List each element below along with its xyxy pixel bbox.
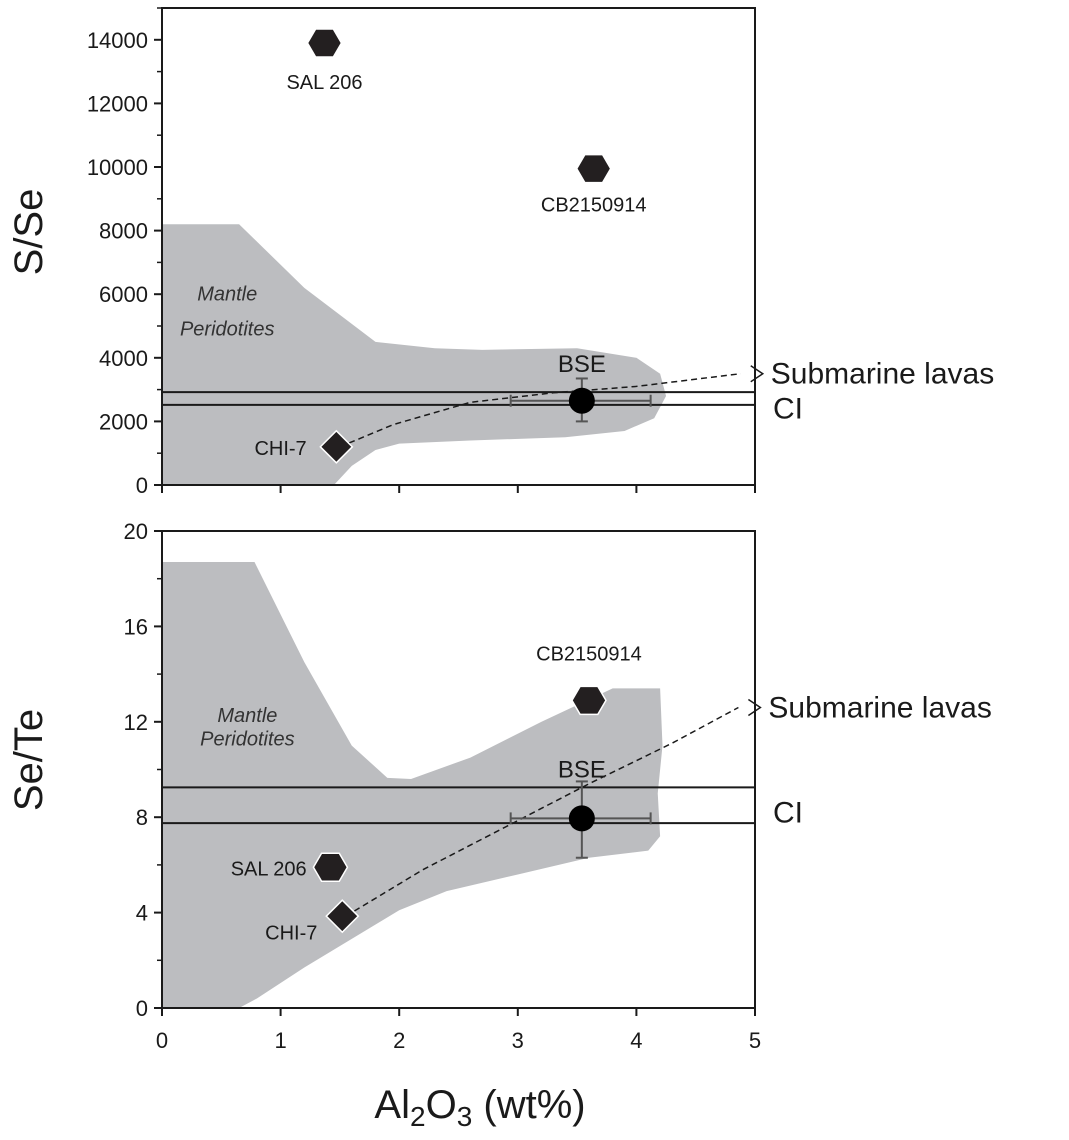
- y-tick-label-bottom: 12: [124, 710, 148, 735]
- x-tick-label-bottom: 2: [393, 1028, 405, 1053]
- plot-frame-top: [161, 7, 756, 486]
- y-tick-label-bottom: 4: [136, 901, 148, 926]
- y-tick-label-bottom: 20: [124, 519, 148, 544]
- region-label-top: Peridotites: [180, 319, 275, 341]
- x-tick-label-bottom: 5: [749, 1028, 761, 1053]
- x-axis-title: Al2O3 (wt%): [374, 1083, 585, 1132]
- point-label-bse-top: BSE: [558, 351, 606, 378]
- y-tick-label-bottom: 8: [136, 805, 148, 830]
- point-chi-7-top: [319, 429, 354, 464]
- y-axis-title-s-se: S/Se: [7, 189, 51, 276]
- point-cb2150914-top: [575, 153, 612, 184]
- y-tick-label-bottom: 16: [124, 614, 148, 639]
- point-label-bse-bottom: BSE: [558, 757, 606, 784]
- region-label-top: Mantle: [197, 284, 257, 306]
- trend-arrow-icon-top: [750, 365, 765, 383]
- ci-label-top: CI: [773, 393, 803, 426]
- y-tick-label-top: 4000: [99, 346, 148, 371]
- y-tick-label-top: 0: [136, 473, 148, 498]
- point-chi-7-bottom: [325, 899, 360, 934]
- point-label-chi-7-bottom: CHI-7: [265, 923, 317, 945]
- region-label-bottom: Mantle: [217, 705, 277, 727]
- region-label-bottom: Peridotites: [200, 729, 295, 751]
- mantle-peridotites-region-top: [162, 224, 667, 486]
- y-tick-label-top: 8000: [99, 219, 148, 244]
- x-tick-label-bottom: 1: [274, 1028, 286, 1053]
- mantle-peridotites-region-bottom: [162, 562, 663, 1008]
- y-tick-label-top: 12000: [87, 91, 148, 116]
- x-tick-label-bottom: 3: [512, 1028, 524, 1053]
- point-label-sal-206-top: SAL 206: [286, 72, 362, 94]
- submarine-lavas-label-top: Submarine lavas: [771, 358, 994, 391]
- point-label-sal-206-bottom: SAL 206: [231, 858, 307, 880]
- point-label-cb2150914-bottom: CB2150914: [536, 644, 642, 666]
- x-tick-label-bottom: 0: [156, 1028, 168, 1053]
- y-tick-label-top: 6000: [99, 282, 148, 307]
- y-tick-label-top: 14000: [87, 28, 148, 53]
- point-bse-top: [568, 387, 595, 414]
- point-sal-206-bottom: [312, 852, 349, 883]
- point-bse-bottom: [568, 805, 595, 832]
- x-tick-label-bottom: 4: [630, 1028, 642, 1053]
- point-cb2150914-bottom: [571, 685, 607, 716]
- y-axis-title-se-te: Se/Te: [7, 709, 51, 811]
- ci-label-bottom: CI: [773, 796, 803, 829]
- point-label-cb2150914-top: CB2150914: [541, 195, 647, 217]
- submarine-lavas-trend-bottom: [345, 706, 739, 917]
- y-tick-label-top: 10000: [87, 155, 148, 180]
- y-tick-label-bottom: 0: [136, 996, 148, 1021]
- point-sal-206-top: [306, 28, 343, 58]
- submarine-lavas-trend-top: [339, 372, 741, 448]
- trend-arrow-icon-bottom: [747, 698, 762, 717]
- y-tick-label-top: 2000: [99, 409, 148, 434]
- point-label-chi-7-top: CHI-7: [254, 438, 306, 460]
- submarine-lavas-label-bottom: Submarine lavas: [768, 691, 991, 724]
